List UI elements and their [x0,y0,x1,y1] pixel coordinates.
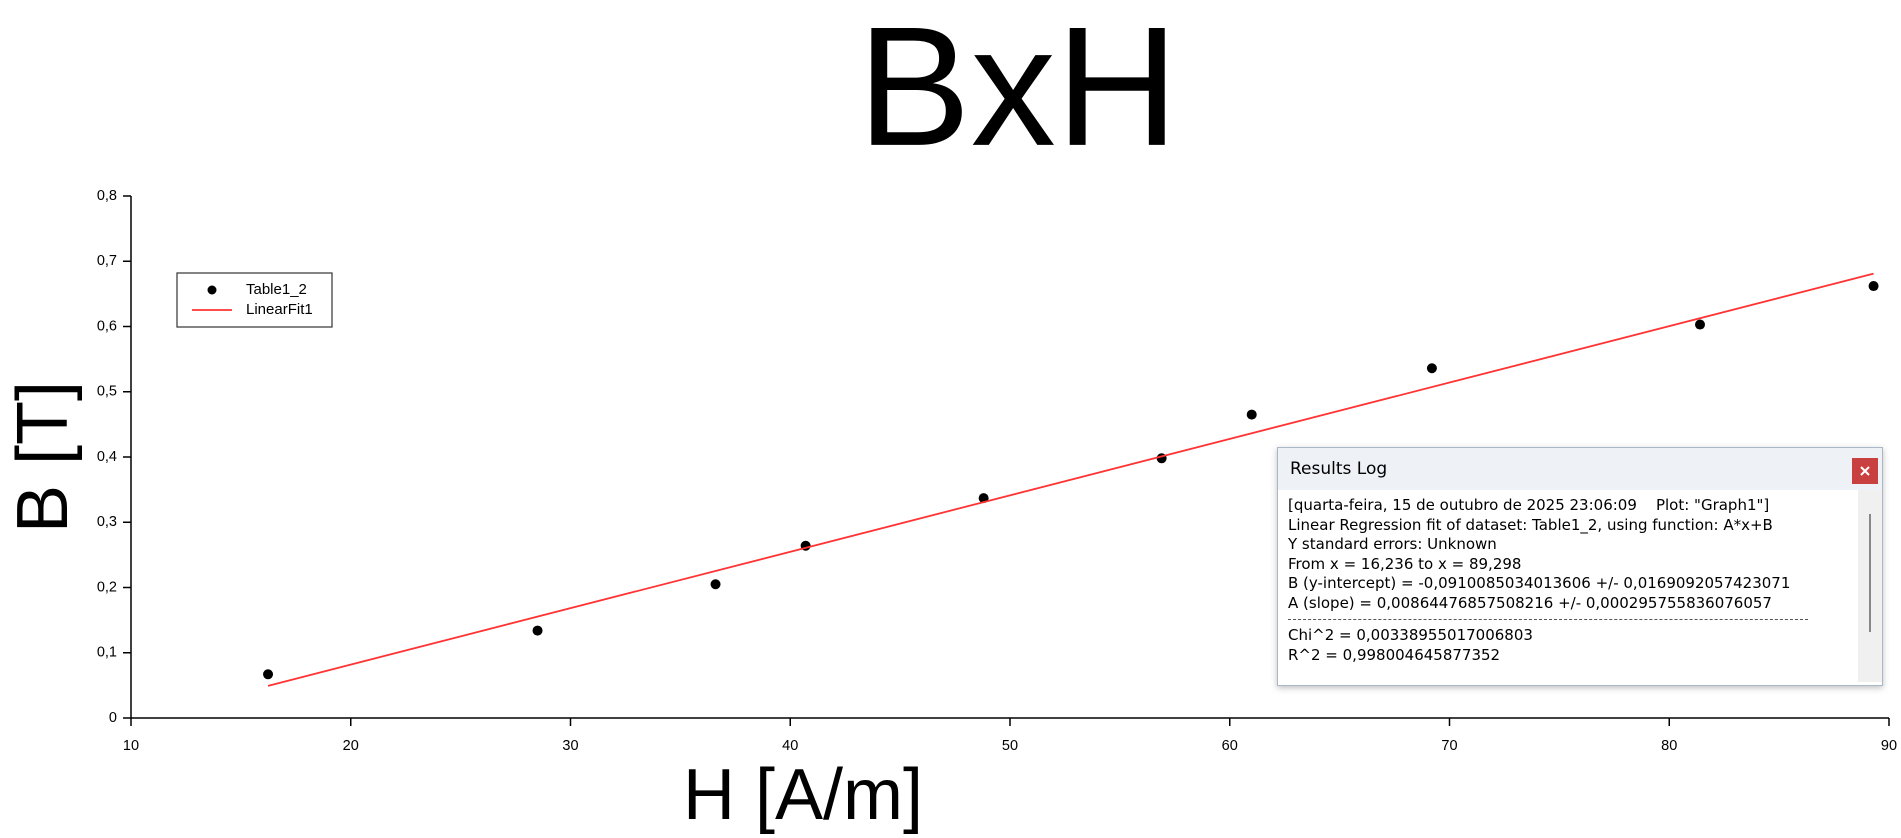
chart-title: BxH [857,0,1178,182]
y-tick-label: 0,1 [97,645,117,661]
log-line: B (y-intercept) = -0,0910085034013606 +/… [1288,574,1791,592]
close-button[interactable] [1852,458,1878,484]
legend-marker [207,285,217,295]
scrollbar[interactable] [1858,490,1882,682]
y-tick-label: 0,3 [97,514,117,530]
legend-box [176,272,333,328]
fit-line [267,272,1874,687]
results-log[interactable]: Results Log [quarta-feira, 15 de outubro… [1277,447,1883,686]
x-tick-label: 20 [343,738,359,754]
y-tick-label: 0,6 [97,318,117,334]
x-tick-label: 60 [1222,738,1238,754]
legend-label: Table1_2 [246,281,307,298]
y-tick-label: 0,8 [97,188,117,204]
log-line: From x = 16,236 to x = 89,298 [1288,554,1522,573]
x-tick-label: 10 [123,738,139,754]
log-body: [quarta-feira, 15 de outubro de 2025 23:… [1278,490,1882,682]
log-line: Y standard errors: Unknown [1288,535,1497,553]
data-point [1868,281,1879,292]
log-line: A (slope) = 0,00864476857508216 +/- 0,00… [1288,593,1772,612]
x-tick-label: 50 [1002,738,1018,754]
y-tick-label: 0,7 [97,253,117,269]
log-line: [quarta-feira, 15 de outubro de 2025 23:… [1288,496,1770,514]
y-tick-label: 0,2 [97,579,117,595]
x-tick-label: 90 [1881,738,1897,754]
y-tick-label: 0 [109,710,117,726]
data-point [532,625,543,636]
log-line: Linear Regression fit of dataset: Table1… [1288,515,1773,534]
data-point [1246,409,1257,420]
y-tick-label: 0,5 [97,384,117,400]
data-point [263,669,274,680]
data-point [1695,319,1706,330]
data-point [1426,363,1437,374]
x-axis-label: H [A/m] [683,755,923,835]
data-point [710,579,721,590]
x-tick-label: 30 [562,738,578,754]
x-tick-label: 70 [1441,738,1457,754]
legend-label: LinearFit1 [246,301,313,318]
log-separator [1288,619,1808,620]
y-tick-label: 0,4 [97,449,117,465]
log-title: Results Log [1278,448,1882,490]
y-axis-label: B [T] [3,381,83,533]
x-tick-label: 80 [1661,738,1677,754]
log-line: R^2 = 0,998004645877352 [1288,645,1501,664]
x-tick-label: 40 [782,738,798,754]
log-line: Chi^2 = 0,00338955017006803 [1288,626,1533,644]
